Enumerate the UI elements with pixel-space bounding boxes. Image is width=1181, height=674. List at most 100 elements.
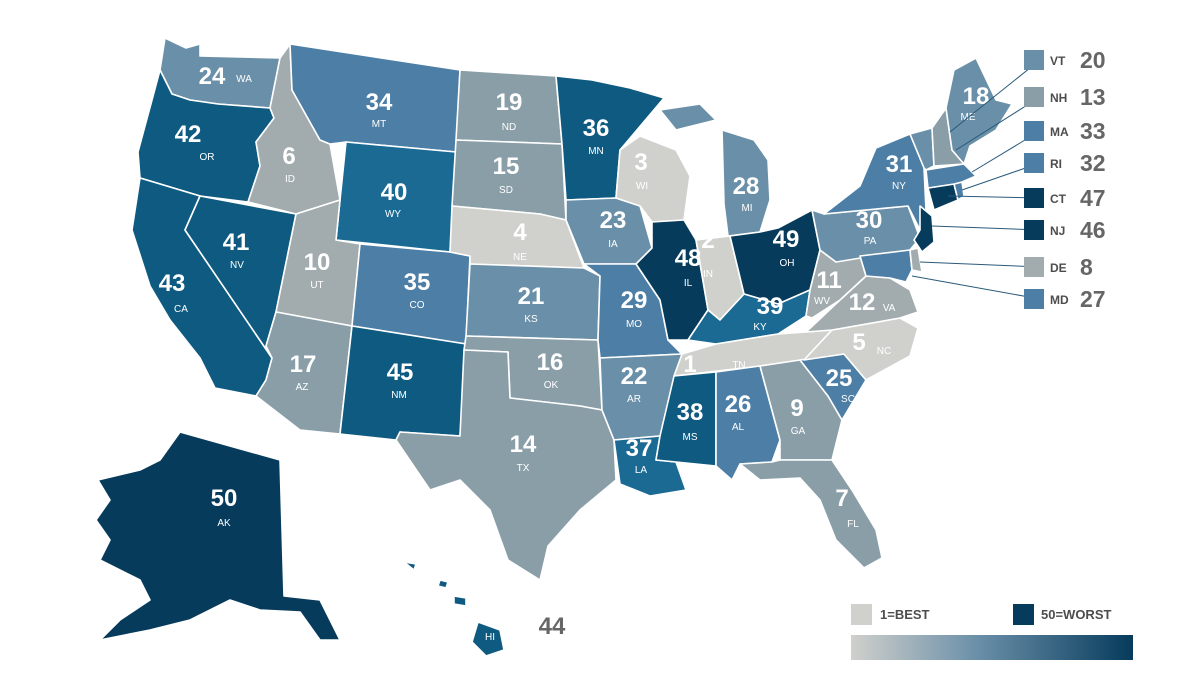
legend-best-swatch xyxy=(851,604,872,625)
key-swatch-ri xyxy=(1024,153,1044,173)
state-rank-tn: 1 xyxy=(683,351,696,378)
state-shape-tx[interactable] xyxy=(395,349,617,581)
state-rank-va: 12 xyxy=(849,289,876,316)
state-abbr-ny: NY xyxy=(892,181,906,192)
key-rank-vt: 20 xyxy=(1080,47,1106,73)
state-rank-wy: 40 xyxy=(381,179,408,206)
state-abbr-ga: GA xyxy=(791,426,806,437)
state-abbr-ar: AR xyxy=(627,394,641,405)
key-swatch-nj xyxy=(1024,220,1044,240)
key-swatch-ct xyxy=(1024,188,1044,208)
state-abbr-ok: OK xyxy=(544,380,559,391)
state-rank-pa: 30 xyxy=(856,207,883,234)
state-abbr-wv: WV xyxy=(814,296,830,307)
state-rank-ks: 21 xyxy=(518,283,545,310)
state-shape-mi[interactable] xyxy=(659,103,771,237)
state-rank-ne: 4 xyxy=(513,219,527,246)
state-rank-tx: 14 xyxy=(510,431,537,458)
state-rank-id: 6 xyxy=(282,143,295,170)
state-shape-hi[interactable] xyxy=(403,561,505,657)
state-abbr-pa: PA xyxy=(864,236,877,247)
state-abbr-in: IN xyxy=(703,269,713,280)
state-abbr-al: AL xyxy=(732,422,745,433)
state-rank-mn: 36 xyxy=(583,115,610,142)
state-abbr-ak: AK xyxy=(217,518,231,529)
state-shape-me[interactable] xyxy=(945,57,1013,165)
state-shape-il[interactable] xyxy=(635,219,709,341)
state-shape-de[interactable] xyxy=(909,247,923,273)
state-rank-in: 2 xyxy=(701,227,714,254)
key-abbr-nh: NH xyxy=(1050,91,1067,105)
state-rank-wa: 24 xyxy=(199,63,226,90)
state-shape-ny[interactable] xyxy=(823,133,935,231)
state-abbr-wa: WA xyxy=(236,74,252,85)
key-rank-md: 27 xyxy=(1080,286,1106,312)
key-swatch-vt xyxy=(1024,50,1044,70)
state-shape-ma[interactable] xyxy=(925,163,977,189)
key-rank-nh: 13 xyxy=(1080,84,1106,110)
state-rank-mo: 29 xyxy=(621,287,648,314)
state-abbr-la: LA xyxy=(635,465,648,476)
legend: 1=BEST 50=WORST xyxy=(851,604,1133,660)
key-swatch-nh xyxy=(1024,87,1044,107)
state-abbr-ca: CA xyxy=(174,304,188,315)
state-rank-mt: 34 xyxy=(366,89,393,116)
key-swatch-md xyxy=(1024,289,1044,309)
state-abbr-wy: WY xyxy=(385,209,401,220)
key-rank-ma: 33 xyxy=(1080,118,1106,144)
state-rank-co: 35 xyxy=(404,269,431,296)
state-abbr-ut: UT xyxy=(310,280,323,291)
state-abbr-nv: NV xyxy=(230,260,244,271)
state-abbr-fl: FL xyxy=(847,519,859,530)
state-abbr-mt: MT xyxy=(372,119,386,130)
key-abbr-de: DE xyxy=(1050,261,1067,275)
key-rank-ct: 47 xyxy=(1080,185,1106,211)
state-abbr-sd: SD xyxy=(499,185,513,196)
state-rank-nc: 5 xyxy=(852,329,865,356)
callout-line-de xyxy=(919,261,1041,268)
state-rank-ak: 50 xyxy=(211,485,238,512)
state-abbr-nc: NC xyxy=(877,346,891,357)
state-rank-hi: 44 xyxy=(539,613,566,640)
state-abbr-oh: OH xyxy=(780,258,795,269)
state-abbr-wi: WI xyxy=(636,181,648,192)
state-abbr-az: AZ xyxy=(296,382,309,393)
key-rank-ri: 32 xyxy=(1080,150,1106,176)
state-rank-me: 18 xyxy=(963,83,990,110)
state-rank-il: 48 xyxy=(675,245,702,272)
state-rank-or: 42 xyxy=(175,121,202,148)
state-abbr-hi: HI xyxy=(485,632,495,643)
state-abbr-mi: MI xyxy=(741,203,752,214)
state-rank-ms: 38 xyxy=(677,399,704,426)
callout-line-nj xyxy=(931,225,1041,231)
key-swatch-de xyxy=(1024,257,1044,277)
state-shape-ak[interactable] xyxy=(95,431,341,641)
state-rank-oh: 49 xyxy=(773,226,800,253)
legend-best-label: 1=BEST xyxy=(880,607,930,622)
state-shape-nj[interactable] xyxy=(913,205,935,253)
state-rank-wv: 11 xyxy=(816,267,841,294)
state-rank-ok: 16 xyxy=(537,349,564,376)
state-abbr-ne: NE xyxy=(513,252,527,263)
key-abbr-vt: VT xyxy=(1050,54,1066,68)
state-shape-fl[interactable] xyxy=(739,459,883,569)
state-rank-la: 37 xyxy=(626,435,653,462)
state-rank-nv: 41 xyxy=(223,229,250,256)
legend-gradient-bar xyxy=(851,635,1133,660)
state-shape-wy[interactable] xyxy=(335,141,457,253)
state-abbr-mn: MN xyxy=(588,146,604,157)
key-rank-de: 8 xyxy=(1080,254,1093,280)
key-rank-nj: 46 xyxy=(1080,217,1106,243)
state-rank-nm: 45 xyxy=(387,359,414,386)
key-swatch-ma xyxy=(1024,121,1044,141)
state-abbr-id: ID xyxy=(285,174,295,185)
state-rank-ny: 31 xyxy=(886,151,913,178)
state-abbr-ms: MS xyxy=(683,432,698,443)
state-rank-sd: 15 xyxy=(493,153,520,180)
state-abbr-ks: KS xyxy=(524,314,538,325)
state-abbr-mo: MO xyxy=(626,319,642,330)
state-shape-vt[interactable] xyxy=(909,127,935,171)
state-abbr-ky: KY xyxy=(753,322,767,333)
state-rank-ky: 39 xyxy=(757,293,784,320)
